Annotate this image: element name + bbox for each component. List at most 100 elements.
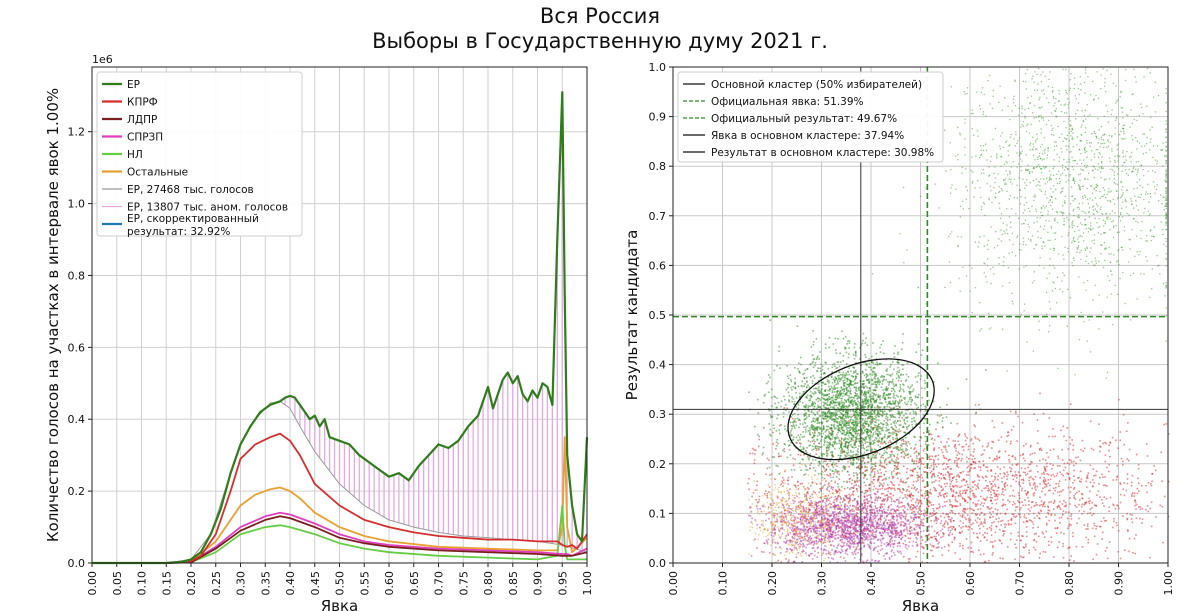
scatter-point [890, 525, 893, 527]
scatter-point [1014, 543, 1016, 546]
scatter-point [889, 521, 891, 524]
scatter-point [870, 542, 873, 544]
scatter-point [917, 532, 919, 534]
scatter-point [1053, 475, 1056, 478]
scatter-point [888, 512, 891, 514]
scatter-point [837, 544, 839, 547]
scatter-point [967, 546, 970, 549]
scatter-point [805, 552, 807, 554]
scatter-point [953, 476, 955, 478]
scatter-point [815, 527, 818, 530]
scatter-point [835, 500, 838, 502]
scatter-point [994, 485, 997, 488]
scatter-point [922, 479, 925, 482]
scatter-point [1047, 479, 1050, 481]
scatter-point [1122, 413, 1125, 416]
scatter-point [962, 470, 964, 473]
scatter-point [828, 523, 831, 526]
scatter-point [848, 516, 850, 519]
scatter-point [1089, 481, 1092, 484]
scatter-point [843, 466, 846, 469]
scatter-point [861, 520, 863, 523]
scatter-point [810, 518, 812, 521]
scatter-point [800, 528, 803, 531]
scatter-point [765, 490, 767, 492]
scatter-point [960, 459, 963, 462]
scatter-point [1062, 545, 1064, 548]
scatter-point [1078, 517, 1080, 520]
scatter-point [863, 499, 865, 502]
scatter-point [864, 412, 867, 415]
scatter-point [889, 365, 892, 368]
scatter-point [858, 505, 861, 507]
scatter-point [826, 425, 828, 428]
scatter-point [943, 456, 945, 459]
scatter-point [1002, 488, 1004, 490]
scatter-point [1087, 523, 1089, 525]
scatter-point [878, 484, 881, 487]
scatter-point [915, 532, 918, 534]
scatter-point [895, 529, 897, 532]
scatter-point [782, 476, 784, 479]
scatter-point [866, 529, 868, 531]
scatter-point [907, 441, 910, 443]
scatter-point [874, 363, 877, 366]
scatter-point [1089, 508, 1092, 511]
scatter-point [977, 508, 979, 511]
scatter-point [982, 460, 984, 462]
scatter-point [855, 484, 857, 486]
scatter-point [783, 407, 786, 409]
scatter-point [889, 541, 891, 543]
scatter-point [1020, 507, 1022, 509]
scatter-point [996, 512, 999, 515]
scatter-point [880, 503, 882, 505]
scatter-point [1026, 473, 1029, 475]
scatter-point [1047, 511, 1049, 514]
left-x-tick-label: 0.70 [433, 571, 446, 596]
scatter-point [840, 531, 843, 533]
scatter-point [757, 412, 760, 414]
scatter-point [894, 511, 897, 513]
scatter-point [903, 505, 905, 507]
scatter-point [751, 517, 753, 520]
scatter-point [902, 480, 905, 483]
scatter-point [874, 505, 877, 507]
scatter-point [802, 539, 805, 541]
scatter-point [863, 457, 865, 459]
scatter-point [851, 486, 854, 489]
scatter-point [830, 480, 833, 482]
scatter-point [879, 468, 881, 471]
scatter-point [1097, 490, 1100, 492]
scatter-point [792, 398, 795, 400]
scatter-point [1022, 457, 1025, 460]
scatter-point [990, 475, 993, 477]
scatter-point [877, 479, 880, 481]
scatter-point [939, 494, 942, 497]
scatter-point [814, 440, 816, 443]
scatter-point [958, 525, 960, 527]
scatter-point [797, 505, 800, 508]
scatter-point [994, 495, 996, 498]
scatter-point [898, 542, 901, 545]
scatter-point [850, 463, 852, 465]
scatter-point [841, 522, 843, 524]
scatter-point [756, 502, 759, 504]
scatter-point [956, 465, 958, 467]
scatter-point [881, 465, 883, 468]
scatter-point [766, 467, 769, 470]
scatter-point [1108, 506, 1111, 508]
scatter-point [1053, 508, 1055, 510]
scatter-point [918, 459, 921, 461]
scatter-point [1031, 452, 1034, 455]
scatter-point [1040, 504, 1043, 506]
scatter-point [865, 515, 868, 517]
scatter-point [799, 438, 801, 441]
scatter-point [977, 475, 979, 477]
scatter-point [1108, 444, 1110, 446]
scatter-point [949, 511, 951, 514]
scatter-point [932, 473, 934, 475]
scatter-point [1017, 463, 1019, 465]
scatter-point [879, 481, 881, 484]
scatter-point [1115, 439, 1117, 442]
scatter-point [967, 458, 970, 460]
